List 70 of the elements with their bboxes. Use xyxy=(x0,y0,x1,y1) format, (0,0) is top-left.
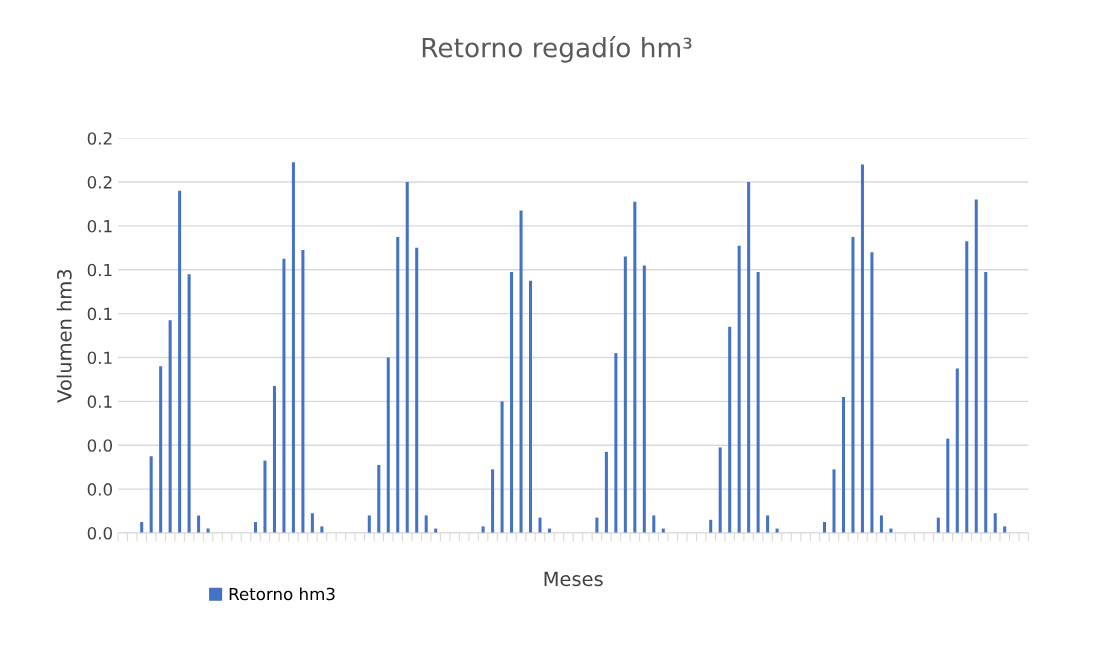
y-tick-label: 0.1 xyxy=(87,263,112,277)
bar xyxy=(282,258,286,533)
bar xyxy=(965,241,969,533)
bar xyxy=(187,274,191,533)
bar xyxy=(386,357,390,533)
bar xyxy=(510,271,514,533)
bar xyxy=(756,271,760,533)
bar xyxy=(823,522,827,533)
bar xyxy=(747,182,751,533)
bar xyxy=(955,368,959,533)
bar xyxy=(301,250,305,533)
bar xyxy=(642,265,646,533)
x-axis-title: Meses xyxy=(544,571,603,587)
bar xyxy=(1003,526,1007,533)
bar xyxy=(633,201,637,533)
y-tick-label: 0.1 xyxy=(87,351,112,365)
bar xyxy=(604,451,608,533)
bar xyxy=(728,326,732,533)
bar xyxy=(140,522,144,533)
bar xyxy=(424,515,428,533)
bar xyxy=(718,447,722,533)
bar xyxy=(149,456,153,533)
y-tick-label: 0.2 xyxy=(87,132,112,145)
y-tick-label: 0.1 xyxy=(87,219,112,233)
bar xyxy=(709,519,713,533)
bar xyxy=(367,515,371,533)
bar xyxy=(851,236,855,533)
y-tick-label: 0.2 xyxy=(87,176,112,189)
y-axis-title: Volumen hm3 xyxy=(56,269,72,403)
bar xyxy=(263,460,267,533)
bar xyxy=(614,353,618,533)
bar xyxy=(946,438,950,533)
bar xyxy=(519,210,523,533)
y-tick-label: 0.0 xyxy=(87,439,113,452)
bar xyxy=(405,182,409,533)
bar xyxy=(879,515,883,533)
bar xyxy=(860,164,864,533)
y-tick-label: 0.0 xyxy=(87,483,113,496)
bar xyxy=(652,515,656,533)
bar xyxy=(538,517,542,533)
bar xyxy=(396,236,400,533)
bar xyxy=(766,515,770,533)
bar xyxy=(168,320,172,533)
bar xyxy=(197,515,201,533)
bar xyxy=(415,247,419,533)
bar xyxy=(310,513,314,533)
y-tick-label: 0.1 xyxy=(87,395,112,408)
bar xyxy=(377,464,381,533)
bar xyxy=(974,199,978,533)
chart-title: Retorno regadío hm³ xyxy=(422,36,692,63)
bar xyxy=(984,271,988,533)
bar xyxy=(623,256,627,533)
bar xyxy=(491,469,495,533)
bar xyxy=(529,280,533,533)
bar xyxy=(272,386,276,533)
bar xyxy=(500,401,504,533)
y-tick-label: 0.1 xyxy=(87,307,112,321)
bar xyxy=(993,513,997,533)
bar xyxy=(737,245,741,533)
bar xyxy=(481,526,485,533)
bar xyxy=(841,396,845,533)
bar xyxy=(320,526,324,533)
legend-label: Retorno hm3 xyxy=(229,587,335,601)
bar xyxy=(253,522,258,533)
bar xyxy=(870,252,874,533)
bar xyxy=(178,190,182,533)
y-tick-label: 0.0 xyxy=(87,526,113,540)
bar xyxy=(832,469,836,533)
bar xyxy=(159,366,163,533)
bar xyxy=(291,162,295,533)
